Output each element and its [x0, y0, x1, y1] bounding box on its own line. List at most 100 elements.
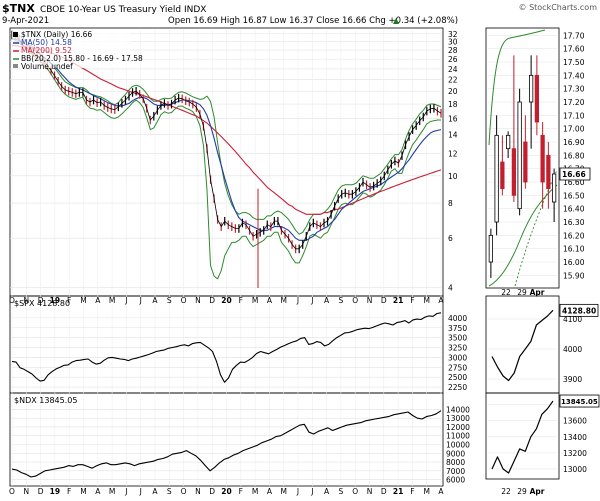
ndx-y-tick-label: 13000: [446, 414, 470, 423]
zoom-ndx-frame: [485, 392, 560, 480]
zoom-main-frame: [485, 27, 560, 289]
ticker-name: CBOE 10-Year US Treasury Yield INDX: [40, 5, 206, 15]
x-tick-label-bottom: A: [324, 487, 330, 496]
zoom-x-tick-label-bottom: Apr: [530, 487, 545, 496]
main-legend: $TNX (Daily) 16.66 MA(50) 14.58 MA(200) …: [12, 30, 143, 71]
spx-y-tick-label: 2750: [448, 363, 467, 372]
legend-tnx: $TNX (Daily) 16.66: [21, 30, 92, 39]
x-tick-label-bottom: N: [367, 487, 373, 496]
ndx-y-tick-label: 7000: [446, 467, 465, 476]
main-y-tick-label: 4: [448, 284, 453, 293]
main-y-tick-label: 14: [448, 131, 458, 140]
zoom-candle-body: [517, 101, 522, 210]
x-tick-label-top: S: [339, 296, 344, 305]
zoom-spx-y-tick-label: 4100: [563, 315, 582, 324]
x-tick-label-bottom: A: [152, 487, 158, 496]
zoom-candle-body: [546, 154, 551, 190]
x-tick-label-top: 20: [221, 296, 231, 305]
tnx-price-line: [11, 34, 442, 250]
zoom-x-tick-label-bottom: 22: [501, 487, 511, 496]
ndx-y-tick-label: 14000: [446, 405, 470, 414]
x-tick-label-top: S: [167, 296, 172, 305]
zoom-x-tick-label-bottom: 29: [517, 487, 527, 496]
x-tick-label-bottom: O: [181, 487, 187, 496]
zoom-candle-body: [500, 161, 505, 190]
main-y-tick-label: 20: [448, 87, 458, 96]
ndx-y-tick-label: 11000: [446, 432, 470, 441]
zoom-main-y-tick-label: 17.60: [563, 45, 585, 54]
main-y-tick-label: 32: [448, 30, 458, 39]
x-tick-label-bottom: J: [310, 487, 313, 496]
legend-volume: Volume undef: [21, 62, 73, 71]
zoom-main-last-tag: [559, 167, 591, 181]
x-tick-label-top: J: [139, 296, 142, 305]
main-y-tick-label: 30: [448, 38, 458, 47]
zoom-main-y-tick-label: 16.90: [563, 138, 585, 147]
zoom-main-y-tick-label: 16.80: [563, 151, 585, 160]
ndx-line: [11, 410, 442, 478]
zoom-spx-last-tag: [559, 303, 599, 317]
zoom-spx-frame: [485, 295, 560, 394]
zoom-spx-last-value: 4128.80: [562, 306, 596, 315]
ndx-y-tick-label: 9000: [446, 449, 465, 458]
x-tick-label-top: M: [423, 296, 429, 305]
legend-swatch-tnx: [13, 32, 18, 37]
legend-ma50: MA(50) 14.58: [21, 38, 72, 47]
x-tick-label-top: N: [367, 296, 373, 305]
x-tick-label-top: D: [38, 296, 44, 305]
ndx-plot: 6000700080009000100001100012000130001400…: [11, 405, 470, 485]
zoom-ndx-y-tick-label: 13200: [563, 449, 587, 458]
zoom-spx-y-tick-label: 3900: [563, 375, 582, 384]
x-tick-label-bottom: A: [95, 487, 101, 496]
x-tick-label-bottom: M: [423, 487, 429, 496]
spx-y-tick-label: 3500: [448, 334, 467, 343]
main-y-tick-label: 6: [448, 234, 453, 243]
spx-y-tick-label: 2250: [448, 383, 467, 392]
x-tick-label-bottom: O: [9, 487, 15, 496]
x-tick-label-bottom: 20: [221, 487, 231, 496]
spx-label: $SPX 4128.80: [14, 299, 70, 308]
quote-line: Open 16.69 High 16.87 Low 16.37 Close 16…: [168, 16, 458, 26]
zoom-main-y-tick-label: 16.40: [563, 205, 585, 214]
x-tick-label-top: 19: [50, 296, 60, 305]
x-tick-label-bottom: 19: [50, 487, 60, 496]
legend-swatch-volume: [13, 64, 18, 68]
zoom-x-tick-label-top: 29: [517, 288, 527, 297]
x-tick-label-top: O: [9, 296, 15, 305]
x-tick-label-top: M: [80, 296, 86, 305]
zoom-main-y-tick-label: 17.00: [563, 125, 585, 134]
zoom-ndx-y-tick-label: 13600: [563, 417, 587, 426]
x-tick-label-top: J: [296, 296, 299, 305]
zoom-bb-lower: [488, 184, 558, 287]
main-y-tick-label: 12: [448, 150, 458, 159]
ndx-label: $NDX 13845.05: [14, 396, 77, 405]
zoom-main-y-tick-label: 17.40: [563, 71, 585, 80]
x-tick-label-bottom: N: [23, 487, 29, 496]
bb-upper-line: [11, 30, 442, 235]
zoom-main-y-tick-label: 17.20: [563, 98, 585, 107]
zoom-main-y-tick-label: 17.10: [563, 111, 585, 120]
x-tick-label-top: J: [310, 296, 313, 305]
x-tick-label-bottom: S: [339, 487, 344, 496]
x-tick-label-bottom: F: [239, 487, 243, 496]
x-tick-label-top: O: [352, 296, 358, 305]
zoom-main-y-tick-label: 17.50: [563, 58, 585, 67]
legend-ma200: MA(200) 9.52: [21, 46, 72, 55]
zoom-main-y-tick-label: 17.30: [563, 85, 585, 94]
main-y-tick-label: 28: [448, 46, 458, 55]
spx-line: [11, 312, 442, 383]
x-tick-label-top: F: [410, 296, 414, 305]
zoom-plots: 15.90 16.00 16.10 16.20 16.30 16.40 16.50 16.60…: [488, 29, 600, 496]
spx-y-tick-label: 3250: [448, 344, 467, 353]
x-tick-label-bottom: D: [38, 487, 44, 496]
x-tick-label-bottom: F: [67, 487, 71, 496]
x-tick-label-top: M: [109, 296, 115, 305]
main-y-tick-label: 8: [448, 199, 453, 208]
zoom-main-y-tick-label: 16.30: [563, 218, 585, 227]
main-y-tick-label: 10: [448, 172, 458, 181]
x-tick-label-top: N: [195, 296, 201, 305]
zoom-ndx-last-value: 13845.05: [561, 398, 598, 406]
